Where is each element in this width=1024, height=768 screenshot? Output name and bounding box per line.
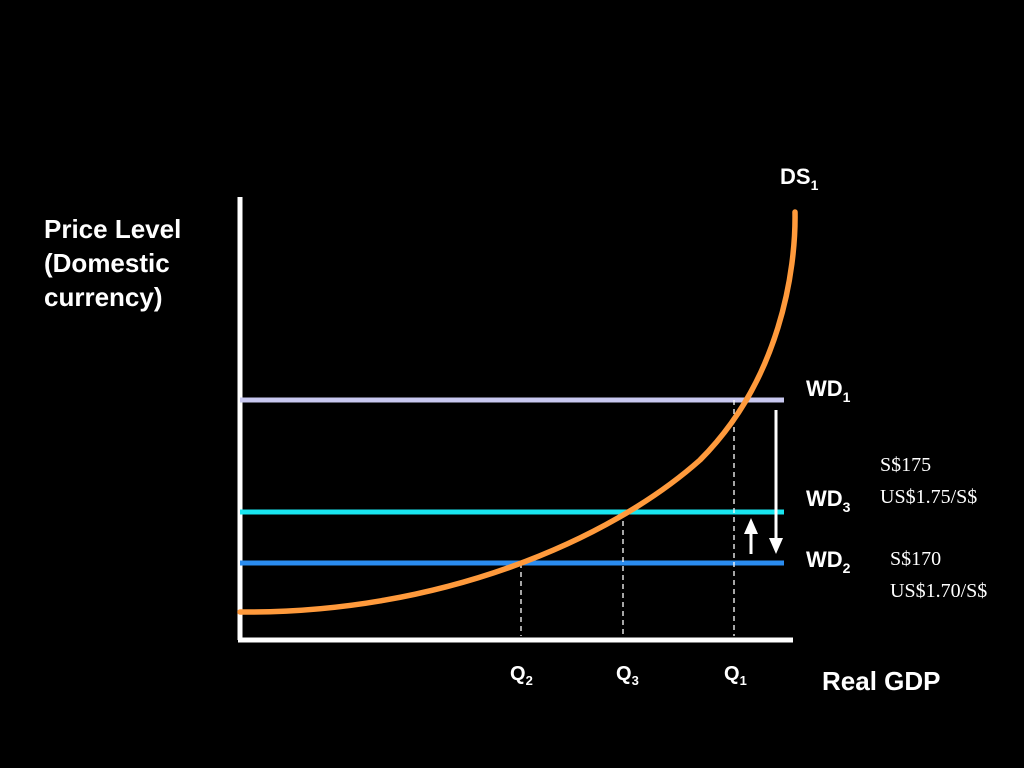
upper-price-note: S$175 US$1.75/S$ xyxy=(880,454,977,508)
ds1-supply-curve xyxy=(237,209,798,615)
shift-down-arrow xyxy=(769,410,783,554)
x-axis-label: Real GDP xyxy=(822,666,941,696)
q3-label: Q3 xyxy=(616,663,639,688)
q1-label: Q1 xyxy=(724,663,747,688)
lower-price-note: S$170 US$1.70/S$ xyxy=(890,548,987,602)
wd3-label: WD3 xyxy=(806,486,851,515)
wd2-label: WD2 xyxy=(806,547,851,576)
shift-up-arrow xyxy=(744,518,758,554)
q2-label: Q2 xyxy=(510,663,533,688)
wd1-label: WD1 xyxy=(806,376,851,405)
ds1-label: DS1 xyxy=(780,164,819,193)
y-axis-label: Price Level (Domestic currency) xyxy=(44,214,189,312)
